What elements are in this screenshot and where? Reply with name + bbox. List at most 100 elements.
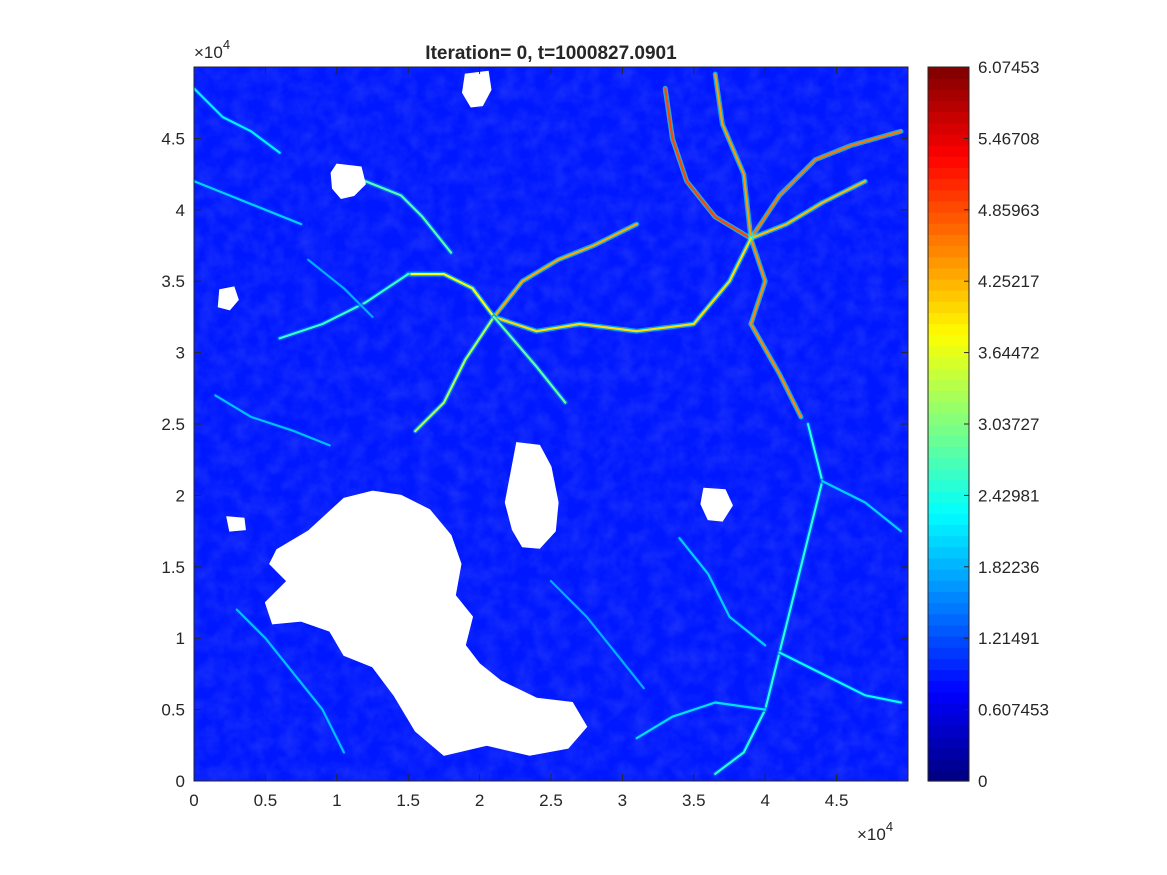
colorbar-band-4 bbox=[928, 725, 969, 737]
colorbar-band-27 bbox=[928, 468, 969, 481]
colorbar-band-6 bbox=[928, 702, 969, 715]
colorbar-band-63 bbox=[928, 67, 969, 79]
colorbar-band-26 bbox=[928, 479, 969, 492]
channel-10 bbox=[364, 180, 453, 254]
colorbar-band-39 bbox=[928, 334, 969, 347]
colorbar-tick-label-0: 0 bbox=[978, 772, 987, 791]
colorbar-band-5 bbox=[928, 714, 969, 726]
plot-area bbox=[193, 66, 909, 782]
y-tick-label-6: 3 bbox=[176, 344, 185, 363]
colorbar-band-61 bbox=[928, 89, 969, 102]
channel-21 bbox=[549, 579, 645, 690]
y-tick-label-0: 0 bbox=[176, 772, 185, 791]
colorbar-band-15 bbox=[928, 602, 969, 615]
colorbar-band-40 bbox=[928, 323, 969, 336]
colorbar-band-21 bbox=[928, 535, 969, 548]
colorbar-band-60 bbox=[928, 100, 969, 113]
channel-15 bbox=[821, 480, 903, 533]
colorbar-band-43 bbox=[928, 290, 969, 302]
colorbar-tick-label-6: 3.64472 bbox=[978, 344, 1039, 363]
x-tick-label-8: 4 bbox=[760, 791, 769, 810]
x-tick-label-9: 4.5 bbox=[825, 791, 849, 810]
channel-17 bbox=[194, 87, 281, 154]
colorbar-tick-label-7: 4.25217 bbox=[978, 272, 1039, 291]
colorbar-band-31 bbox=[928, 424, 969, 436]
svg-text:×104: ×104 bbox=[194, 37, 230, 62]
colorbar-tick-label-5: 3.03727 bbox=[978, 415, 1039, 434]
nodata-left-small-patch bbox=[217, 286, 239, 311]
colorbar-band-55 bbox=[928, 156, 969, 169]
colorbar-band-25 bbox=[928, 490, 969, 503]
channel-2 bbox=[714, 72, 753, 240]
channel-0 bbox=[664, 87, 753, 240]
x-tick-label-3: 1.5 bbox=[396, 791, 420, 810]
colorbar-gradient bbox=[928, 67, 969, 782]
channel-12 bbox=[714, 422, 824, 776]
colorbar-band-51 bbox=[928, 200, 969, 213]
nodata-southwest-landmass bbox=[264, 490, 588, 756]
colorbar-band-8 bbox=[928, 680, 969, 693]
y-tick-label-2: 1 bbox=[176, 629, 185, 648]
colorbar-band-38 bbox=[928, 345, 969, 358]
colorbar-band-45 bbox=[928, 267, 969, 280]
colorbar-band-48 bbox=[928, 234, 969, 247]
colorbar-band-17 bbox=[928, 580, 969, 592]
x-tick-label-7: 3.5 bbox=[682, 791, 706, 810]
colorbar-band-13 bbox=[928, 624, 969, 637]
colorbar-band-19 bbox=[928, 557, 969, 570]
colorbar-tick-label-4: 2.42981 bbox=[978, 486, 1039, 505]
x-tick-label-1: 0.5 bbox=[254, 791, 278, 810]
channel-16 bbox=[678, 537, 767, 647]
colorbar-band-52 bbox=[928, 189, 969, 202]
colorbar-tick-label-9: 5.46708 bbox=[978, 129, 1039, 148]
channel-1 bbox=[749, 130, 903, 240]
colorbar-band-57 bbox=[928, 133, 969, 146]
colorbar-band-23 bbox=[928, 513, 969, 526]
colorbar-band-42 bbox=[928, 301, 969, 314]
colorbar-band-33 bbox=[928, 401, 969, 414]
channel-network bbox=[194, 71, 904, 777]
colorbar-band-56 bbox=[928, 145, 969, 157]
colorbar-band-1 bbox=[928, 758, 969, 771]
colorbar-band-10 bbox=[928, 658, 969, 671]
y-tick-label-4: 2 bbox=[176, 486, 185, 505]
colorbar-band-41 bbox=[928, 312, 969, 325]
y-tick-label-3: 1.5 bbox=[161, 558, 185, 577]
y-exponent-base: ×10 bbox=[194, 43, 223, 62]
x-exponent-base: ×10 bbox=[857, 825, 886, 844]
channel-18 bbox=[194, 180, 303, 226]
y-tick-label-1: 0.5 bbox=[161, 701, 185, 720]
nodata-upper-left-patch bbox=[330, 163, 366, 199]
colorbar-band-32 bbox=[928, 412, 969, 425]
y-tick-label-9: 4.5 bbox=[161, 129, 185, 148]
colorbar-band-2 bbox=[928, 747, 969, 760]
nodata-regions bbox=[217, 70, 733, 756]
colorbar-band-49 bbox=[928, 223, 969, 235]
colorbar-band-29 bbox=[928, 446, 969, 459]
y-tick-label-8: 4 bbox=[176, 201, 185, 220]
channel-13 bbox=[778, 651, 903, 704]
x-tick-label-4: 2 bbox=[475, 791, 484, 810]
colorbar-band-20 bbox=[928, 546, 969, 559]
colorbar-band-54 bbox=[928, 167, 969, 180]
colorbar-band-44 bbox=[928, 278, 969, 291]
y-axis: 0 0.5 1 1.5 2 2.5 3 3.5 4 4.5 bbox=[161, 129, 908, 791]
colorbar-tick-label-8: 4.85963 bbox=[978, 201, 1039, 220]
channel-20 bbox=[235, 608, 345, 754]
colorbar-band-28 bbox=[928, 457, 969, 470]
colorbar-band-11 bbox=[928, 647, 969, 659]
channel-3 bbox=[749, 180, 867, 240]
colorbar-band-34 bbox=[928, 390, 969, 403]
x-axis: 0 0.5 1 1.5 2 2.5 3 3.5 4 4.5 bbox=[189, 67, 848, 810]
colorbar-ticks: 0 0.607453 1.21491 1.82236 2.42981 3.03727 3.6… bbox=[964, 58, 1049, 791]
colorbar-tick-label-2: 1.21491 bbox=[978, 629, 1039, 648]
svg-text:×104: ×104 bbox=[857, 819, 893, 844]
channel-6 bbox=[492, 223, 638, 318]
colorbar-band-50 bbox=[928, 212, 969, 224]
colorbar-band-14 bbox=[928, 613, 969, 626]
colorbar-band-36 bbox=[928, 368, 969, 380]
x-tick-label-5: 2.5 bbox=[539, 791, 563, 810]
colorbar-band-16 bbox=[928, 591, 969, 604]
y-tick-label-5: 2.5 bbox=[161, 415, 185, 434]
colorbar-band-46 bbox=[928, 256, 969, 269]
